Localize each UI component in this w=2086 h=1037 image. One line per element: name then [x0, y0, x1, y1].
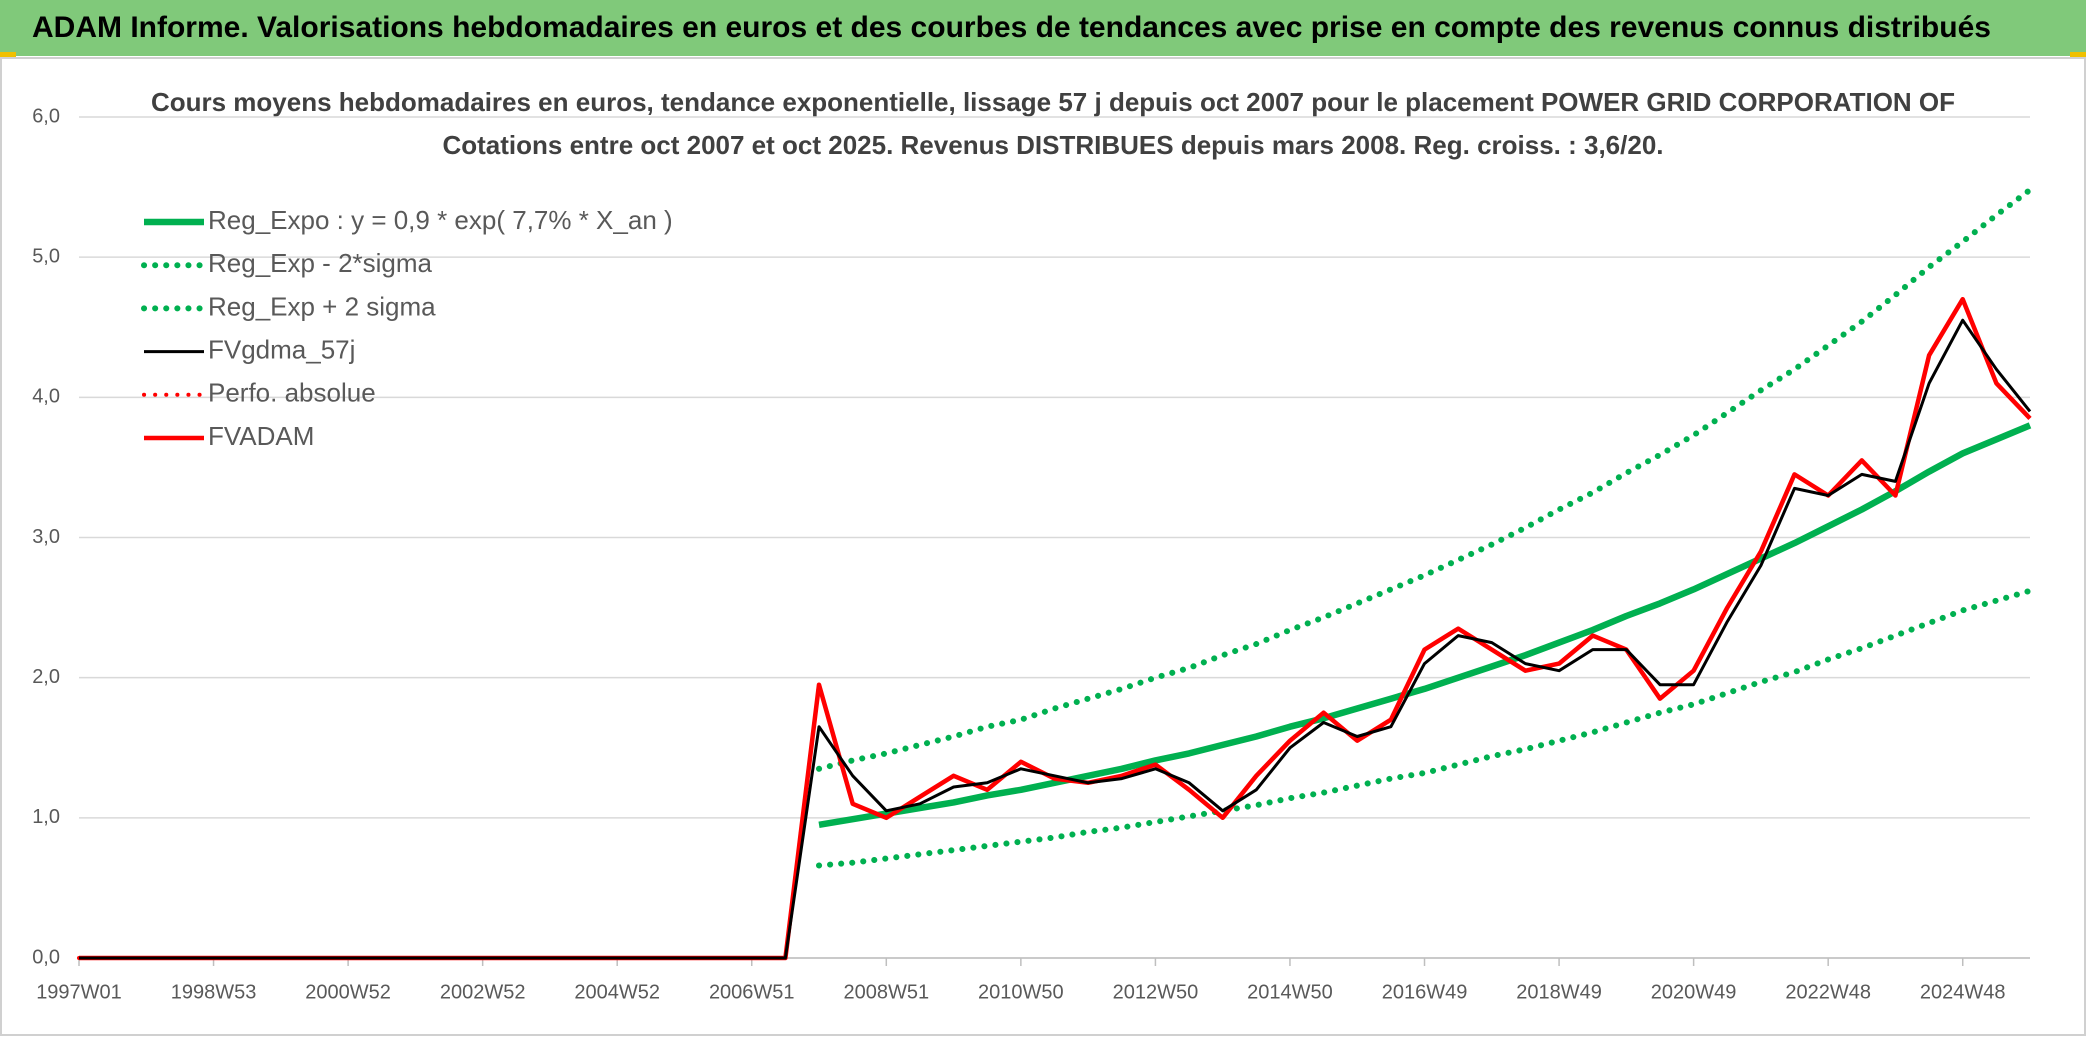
x-tick-label: 2024W48: [1920, 981, 2006, 1003]
legend-label: FVgdma_57j: [208, 334, 355, 364]
corner: [0, 52, 16, 58]
x-tick-label: 2012W50: [1113, 981, 1199, 1003]
legend-label: Reg_Exp + 2 sigma: [208, 291, 436, 321]
x-tick-label: 2016W49: [1382, 981, 1468, 1003]
x-tick-label: 2022W48: [1785, 981, 1871, 1003]
x-tick-label: 2002W52: [440, 981, 526, 1003]
corner: [2070, 52, 2086, 58]
x-tick-label: 2004W52: [574, 981, 660, 1003]
x-tick-label: 1998W53: [171, 981, 257, 1003]
x-tick-label: 2006W51: [709, 981, 795, 1003]
y-tick-label: 0,0: [32, 946, 60, 968]
x-tick-label: 1997W01: [36, 981, 122, 1003]
chart-title: Cours moyens hebdomadaires en euros, ten…: [151, 87, 1955, 117]
y-tick-label: 3,0: [32, 526, 60, 548]
legend-label: Reg_Expo : y = 0,9 * exp( 7,7% * X_an ): [208, 205, 673, 235]
y-tick-label: 5,0: [32, 245, 60, 267]
legend-label: Perfo. absolue: [208, 378, 376, 408]
x-tick-label: 2000W52: [305, 981, 391, 1003]
series-line: [816, 587, 2033, 869]
header-bar: [0, 0, 2086, 56]
y-tick-label: 2,0: [32, 666, 60, 688]
header-title: ADAM Informe. Valorisations hebdomadaire…: [32, 11, 1991, 44]
x-tick-label: 2014W50: [1247, 981, 1333, 1003]
y-tick-label: 1,0: [32, 806, 60, 828]
series-line: [79, 318, 2032, 960]
series-line: [818, 422, 2032, 829]
legend-label: Reg_Exp - 2*sigma: [208, 248, 433, 278]
y-tick-label: 6,0: [32, 105, 60, 127]
y-tick-label: 4,0: [32, 386, 60, 408]
x-tick-label: 2018W49: [1516, 981, 1602, 1003]
chart-subtitle: Cotations entre oct 2007 et oct 2025. Re…: [442, 130, 1663, 160]
x-tick-label: 2010W50: [978, 981, 1064, 1003]
series-line: [816, 186, 2033, 772]
x-tick-label: 2020W49: [1651, 981, 1737, 1003]
legend-label: FVADAM: [208, 421, 314, 451]
x-tick-label: 2008W51: [843, 981, 929, 1003]
frame: [0, 57, 2086, 1036]
